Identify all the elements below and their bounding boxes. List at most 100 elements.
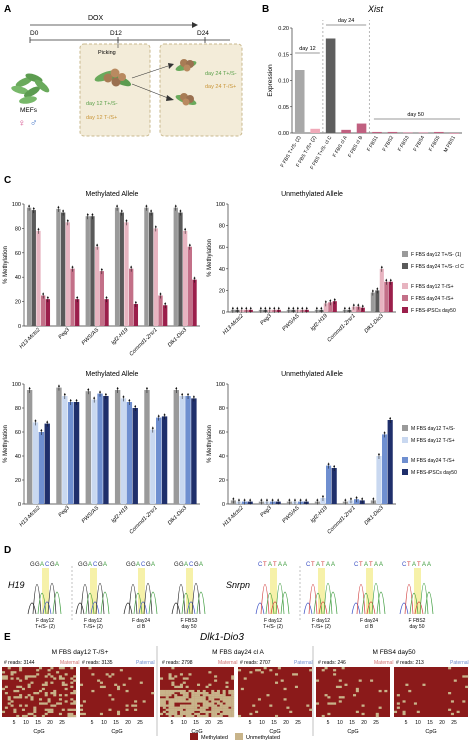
x-tick-label: 20 [439, 720, 445, 726]
unmethylated-cell [2, 710, 6, 714]
unmethylated-cell [375, 714, 379, 718]
unmethylated-cell [202, 714, 206, 718]
unmethylated-cell [174, 710, 178, 714]
unmethylated-cell [73, 714, 77, 718]
x-tick-label: 25 [295, 720, 301, 726]
bar [328, 302, 333, 312]
peak [399, 602, 409, 615]
unmethylated-cell [44, 708, 48, 711]
unmethylated-cell [225, 710, 229, 714]
sequence-base: C [189, 562, 194, 568]
data-point [87, 388, 90, 391]
unmethylated-cell [162, 706, 166, 709]
bar [182, 230, 188, 326]
sequence-base: T [311, 562, 315, 568]
sequence-base: A [412, 562, 416, 568]
unmethylated-cell [70, 667, 74, 670]
unmethylated-cell [225, 704, 229, 707]
unmethylated-cell [225, 696, 229, 699]
unmethylated-cell [324, 694, 328, 697]
data-point [192, 396, 195, 398]
unmethylated-cell [277, 667, 281, 670]
bar [65, 222, 70, 326]
unmethylated-cell [228, 702, 232, 705]
unmethylated-cell [44, 702, 48, 705]
unmethylated-cell [255, 710, 259, 714]
unmethylated-cell [422, 683, 426, 686]
peak [186, 601, 196, 615]
bar [73, 402, 80, 504]
bar [85, 391, 91, 504]
unmethylated-cell [171, 698, 175, 701]
maternal-label: Maternal [218, 660, 237, 666]
unmethylated-cell [30, 696, 34, 699]
unmethylated-cell [168, 706, 172, 709]
data-point [122, 396, 125, 398]
y-tick-label: 0.20 [278, 26, 289, 32]
y-tick-label: 40 [219, 267, 225, 273]
unmethylated-cell [214, 706, 218, 709]
legend-swatch [402, 295, 408, 301]
unmethylated-cell [231, 694, 235, 697]
unmethylated-cell [225, 712, 229, 716]
category-label: Commd1-Zrsr1 [326, 313, 356, 343]
unmethylated-cell [50, 704, 54, 707]
data-point [86, 213, 89, 216]
unmethylated-cell [168, 712, 172, 716]
unmethylated-cell [47, 698, 51, 701]
unmethylated-cell [216, 702, 220, 705]
unmethylated-cell [80, 704, 84, 707]
unmethylated-cell [370, 679, 374, 682]
unmethylated-cell [179, 673, 183, 676]
unmethylated-cell [228, 712, 232, 716]
unmethylated-cell [214, 696, 218, 699]
unmethylated-cell [47, 669, 51, 672]
unmethylated-cell [197, 714, 201, 718]
peak [409, 592, 419, 615]
y-tick-label: 40 [15, 454, 21, 460]
unmethylated-cell [70, 708, 74, 711]
bar [148, 212, 154, 326]
y-tick-label: 20 [15, 300, 21, 306]
data-point [157, 415, 160, 417]
unmethylated-cell [174, 700, 178, 703]
x-tick-label: 25 [373, 720, 379, 726]
legend-unmethylated-swatch [235, 733, 243, 740]
unmethylated-cell [450, 712, 454, 716]
unmethylated-cell [252, 704, 256, 707]
unmethylated-cell [160, 712, 164, 716]
unmethylated-cell [222, 708, 226, 711]
data-point [150, 210, 153, 212]
category-label: PWS/AS [81, 505, 101, 525]
bar [332, 301, 337, 312]
data-point [76, 296, 79, 299]
unmethylated-cell [202, 710, 206, 714]
unmethylated-cell [16, 685, 20, 689]
unmethylated-cell [238, 669, 242, 672]
unmethylated-cell [174, 689, 178, 693]
sequence-base: A [199, 562, 203, 568]
peak [37, 592, 47, 615]
sequence-base: A [379, 562, 383, 568]
unmethylated-cell [73, 679, 77, 682]
peak [100, 591, 110, 615]
unmethylated-cell [19, 679, 23, 682]
unmethylated-cell [171, 710, 175, 714]
x-tick-label: 5 [405, 720, 408, 726]
unmethylated-cell [327, 702, 331, 705]
category-label: Igf2-H19 [310, 505, 329, 524]
unmethylated-cell [24, 696, 28, 699]
bar [375, 290, 380, 312]
x-tick-label: 5 [249, 720, 252, 726]
unmethylated-cell [211, 706, 215, 709]
sample-label: F day12 [84, 618, 102, 624]
unmethylated-cell [188, 704, 192, 707]
unmethylated-cell [222, 712, 226, 716]
bar [114, 207, 120, 326]
highlight-band [42, 568, 49, 614]
unmethylated-cell [58, 712, 62, 716]
bar [187, 246, 192, 326]
unmethylated-cell [171, 712, 175, 716]
unmethylated-cell [333, 673, 337, 676]
